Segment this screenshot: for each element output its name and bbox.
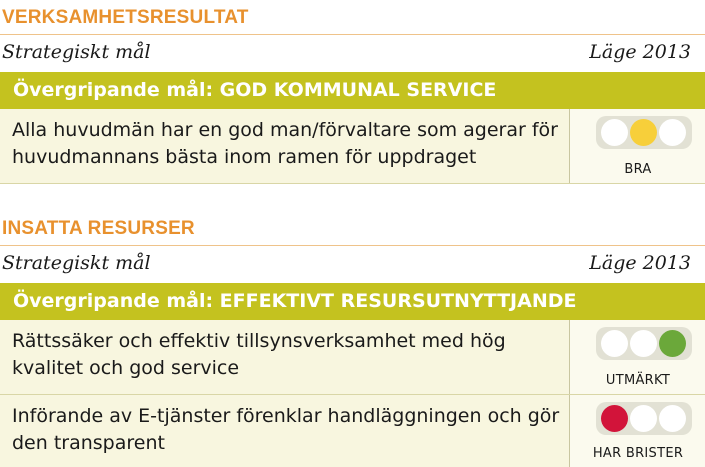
column-header-status: Läge 2013 [589, 41, 691, 63]
status-cell: HAR BRISTER [569, 395, 705, 467]
light-right [659, 405, 686, 432]
traffic-light-icon [596, 327, 692, 360]
table-row: Rättssäker och effektiv tillsynsverksamh… [0, 320, 705, 395]
goal-band: Övergripande mål: EFFEKTIVT RESURSUTNYTT… [0, 283, 705, 320]
section-title-verksamhetsresultat: VERKSAMHETSRESULTAT [2, 7, 249, 28]
traffic-light-icon [596, 402, 692, 435]
goal-text: Införande av E-tjänster förenklar handlä… [12, 403, 564, 457]
column-header-goal: Strategiskt mål [2, 252, 151, 274]
goal-text-line: huvudmannans bästa inom ramen för uppdra… [12, 146, 477, 168]
traffic-light-icon [596, 116, 692, 149]
light-left [601, 119, 628, 146]
status-label: UTMÄRKT [605, 373, 671, 388]
light-right [659, 119, 686, 146]
goal-text-line: Alla huvudmän har en god man/förvaltare … [12, 119, 558, 141]
column-header: Strategiskt mål Läge 2013 [0, 246, 705, 281]
column-header: Strategiskt mål Läge 2013 [0, 35, 705, 70]
light-middle [630, 405, 657, 432]
goal-band: Övergripande mål: GOD KOMMUNAL SERVICE [0, 72, 705, 109]
status-cell: UTMÄRKT [569, 320, 705, 394]
goal-band-label: Övergripande mål: EFFEKTIVT RESURSUTNYTT… [13, 290, 577, 312]
status-cell: BRA [569, 109, 705, 183]
section-title-insatta-resurser: INSATTA RESURSER [2, 218, 195, 239]
goal-text: Alla huvudmän har en god man/förvaltare … [12, 117, 564, 171]
goal-band-label: Övergripande mål: GOD KOMMUNAL SERVICE [13, 79, 497, 101]
status-label: BRA [624, 162, 652, 177]
goal-text: Rättssäker och effektiv tillsynsverksamh… [12, 328, 564, 382]
light-left [601, 330, 628, 357]
goal-text-line: Införande av E-tjänster förenklar handlä… [12, 405, 560, 427]
light-middle-yellow [630, 119, 657, 146]
light-middle [630, 330, 657, 357]
light-right-green [659, 330, 686, 357]
goal-text-line: Rättssäker och effektiv tillsynsverksamh… [12, 330, 506, 352]
divider [0, 245, 705, 246]
light-left-red [601, 405, 628, 432]
status-label: HAR BRISTER [592, 446, 684, 461]
column-header-status: Läge 2013 [589, 252, 691, 274]
column-header-goal: Strategiskt mål [2, 41, 151, 63]
goal-text-line: den transparent [12, 432, 165, 454]
table-row: Alla huvudmän har en god man/förvaltare … [0, 109, 705, 184]
goal-text-line: kvalitet och god service [12, 357, 240, 379]
table-row: Införande av E-tjänster förenklar handlä… [0, 395, 705, 467]
divider [0, 34, 705, 35]
